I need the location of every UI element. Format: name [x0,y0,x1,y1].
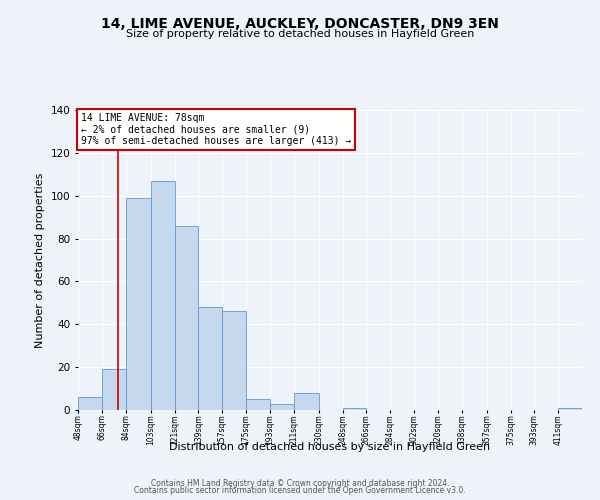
Text: 14, LIME AVENUE, AUCKLEY, DONCASTER, DN9 3EN: 14, LIME AVENUE, AUCKLEY, DONCASTER, DN9… [101,18,499,32]
Bar [293,393,319,410]
Bar [270,404,293,410]
Bar [343,408,367,410]
Bar [125,198,151,410]
Bar [175,226,199,410]
Bar [151,180,175,410]
Bar [78,397,102,410]
Bar [246,400,270,410]
Text: 14 LIME AVENUE: 78sqm
← 2% of detached houses are smaller (9)
97% of semi-detach: 14 LIME AVENUE: 78sqm ← 2% of detached h… [80,113,351,146]
Text: Size of property relative to detached houses in Hayfield Green: Size of property relative to detached ho… [126,29,474,39]
Text: Distribution of detached houses by size in Hayfield Green: Distribution of detached houses by size … [169,442,491,452]
Bar [199,307,222,410]
Bar [102,370,125,410]
Y-axis label: Number of detached properties: Number of detached properties [35,172,45,348]
Text: Contains public sector information licensed under the Open Government Licence v3: Contains public sector information licen… [134,486,466,495]
Bar [558,408,582,410]
Text: Contains HM Land Registry data © Crown copyright and database right 2024.: Contains HM Land Registry data © Crown c… [151,478,449,488]
Bar [222,312,246,410]
